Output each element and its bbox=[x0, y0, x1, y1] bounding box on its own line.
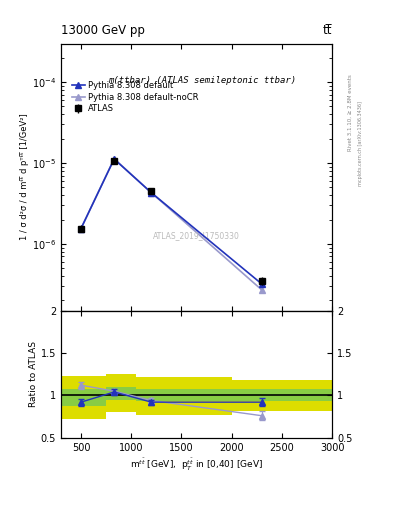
Pythia 8.308 default bbox=[79, 225, 83, 231]
Pythia 8.308 default bbox=[112, 156, 116, 162]
Pythia 8.308 default bbox=[149, 189, 154, 196]
Pythia 8.308 default-noCR bbox=[259, 287, 264, 293]
Y-axis label: Ratio to ATLAS: Ratio to ATLAS bbox=[29, 341, 38, 407]
Text: mcplots.cern.ch [arXiv:1306.3436]: mcplots.cern.ch [arXiv:1306.3436] bbox=[358, 101, 363, 186]
Y-axis label: 1 / σ d²σ / d mᵗᵗ̅ d pᵀᵗᵗ̅ [1/GeV²]: 1 / σ d²σ / d mᵗᵗ̅ d pᵀᵗᵗ̅ [1/GeV²] bbox=[20, 114, 29, 241]
Text: ATLAS_2019_I1750330: ATLAS_2019_I1750330 bbox=[153, 231, 240, 240]
Text: tt̅: tt̅ bbox=[323, 25, 332, 37]
Text: m(ttbar) (ATLAS semileptonic ttbar): m(ttbar) (ATLAS semileptonic ttbar) bbox=[108, 76, 296, 84]
Line: Pythia 8.308 default-noCR: Pythia 8.308 default-noCR bbox=[78, 156, 265, 293]
X-axis label: m$^{t\bar{t}}$ [GeV],  p$_{T}^{t\bar{t}}$ in [0,40] [GeV]: m$^{t\bar{t}}$ [GeV], p$_{T}^{t\bar{t}}$… bbox=[130, 457, 263, 473]
Line: Pythia 8.308 default: Pythia 8.308 default bbox=[78, 156, 265, 287]
Legend: Pythia 8.308 default, Pythia 8.308 default-noCR, ATLAS: Pythia 8.308 default, Pythia 8.308 defau… bbox=[70, 80, 200, 115]
Pythia 8.308 default-noCR bbox=[79, 225, 83, 231]
Text: 13000 GeV pp: 13000 GeV pp bbox=[61, 25, 145, 37]
Text: Rivet 3.1.10, ≥ 2.8M events: Rivet 3.1.10, ≥ 2.8M events bbox=[348, 74, 353, 151]
Pythia 8.308 default-noCR bbox=[149, 189, 154, 196]
Pythia 8.308 default-noCR bbox=[112, 156, 116, 162]
Pythia 8.308 default bbox=[259, 281, 264, 287]
